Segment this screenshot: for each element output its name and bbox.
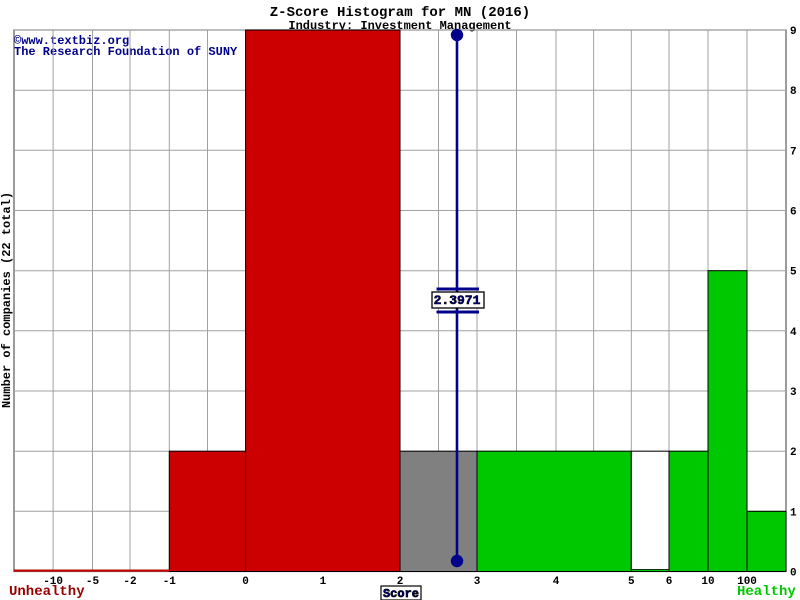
svg-text:Score: Score bbox=[383, 587, 419, 600]
